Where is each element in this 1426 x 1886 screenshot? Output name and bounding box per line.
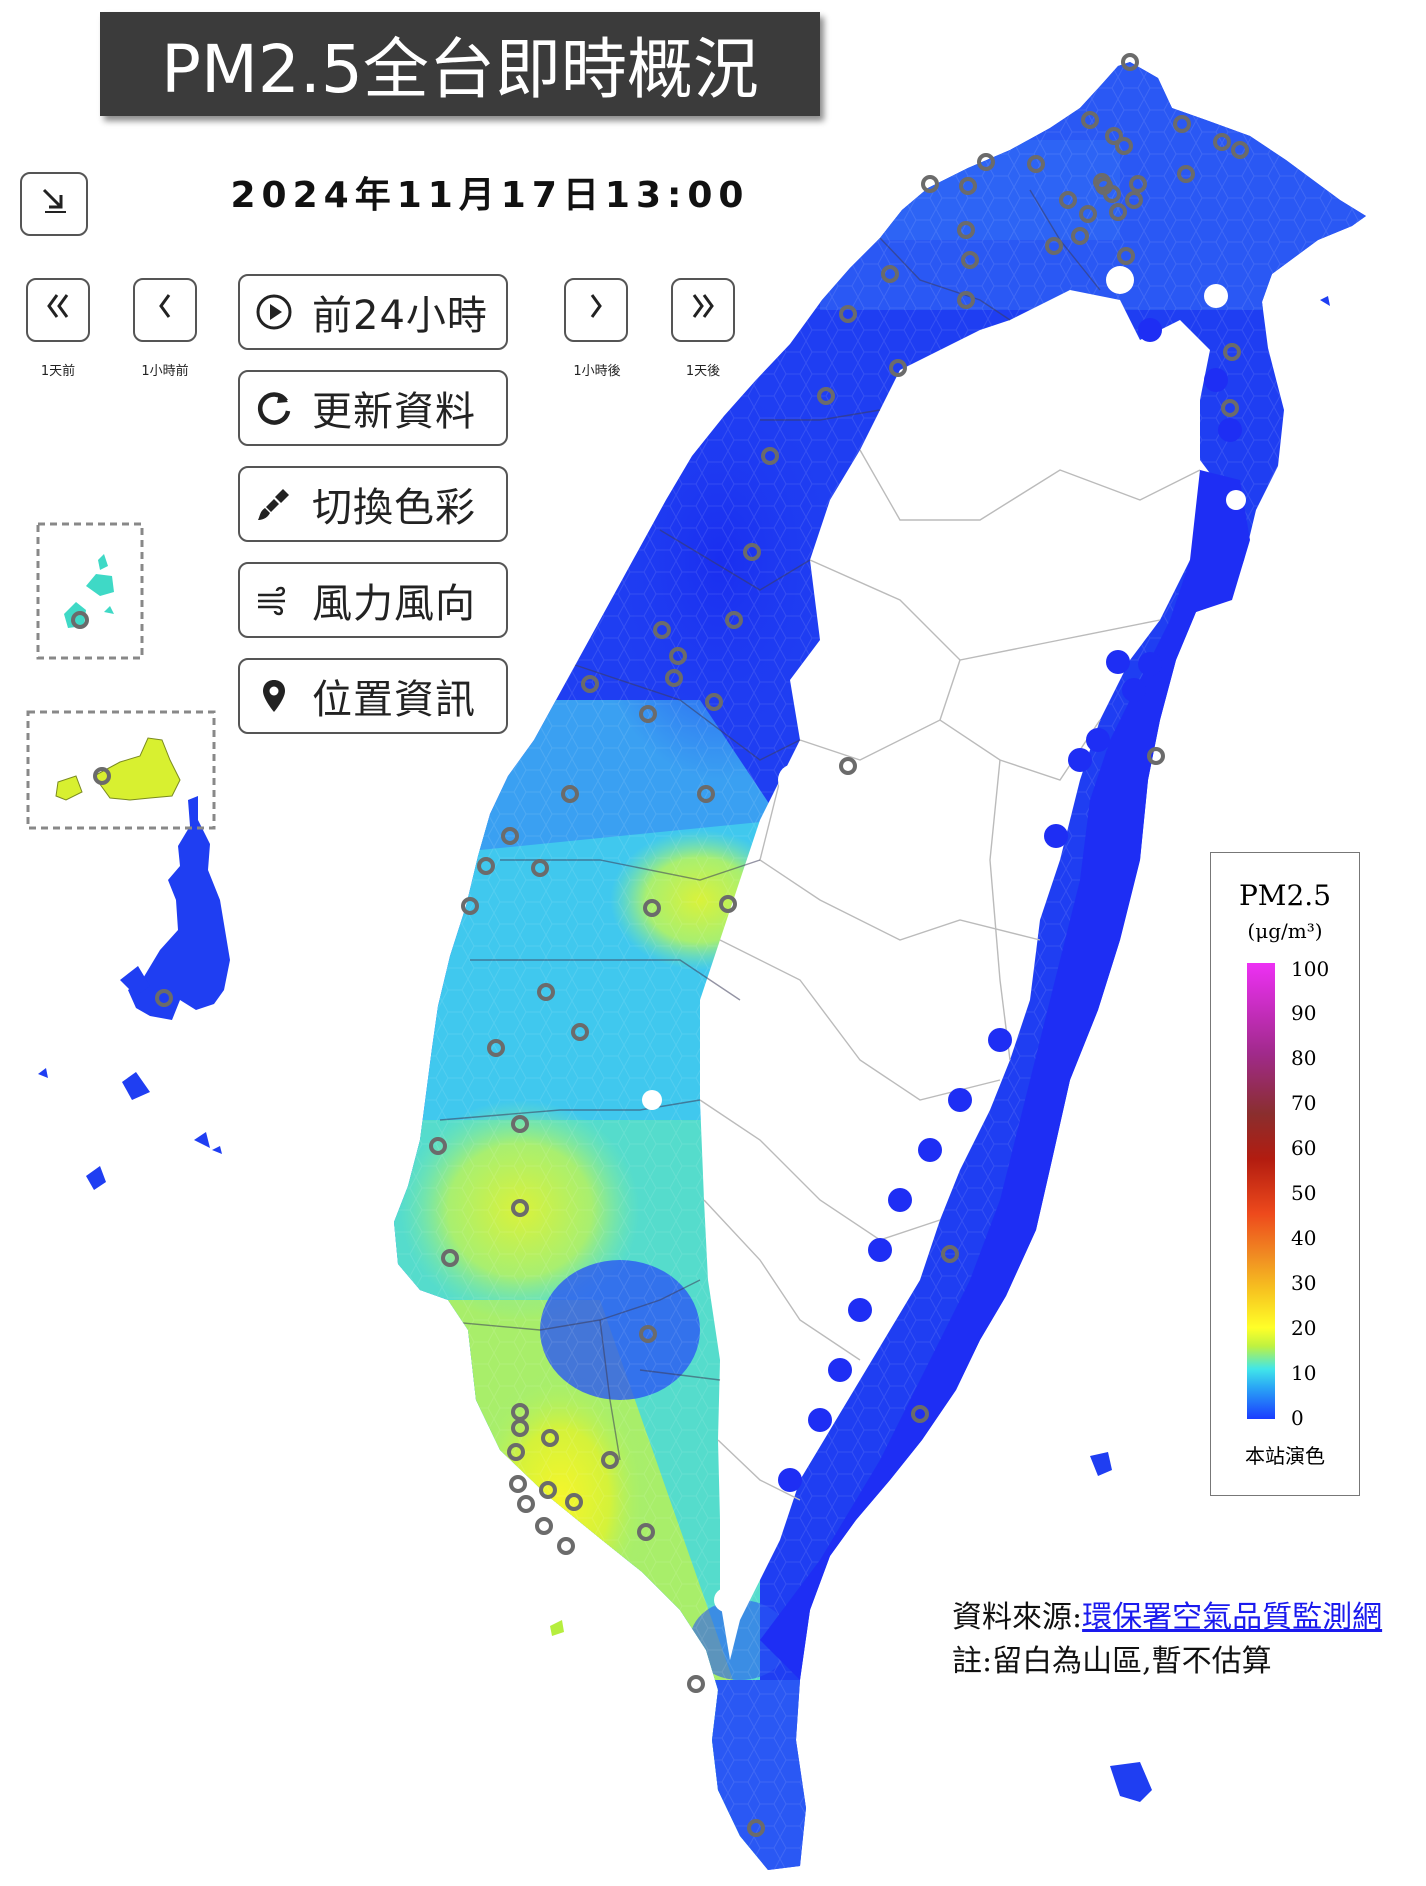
matsu-islands	[64, 554, 114, 628]
play-24h-label: 前24小時	[312, 293, 488, 339]
legend-title: PM2.5	[1238, 879, 1332, 912]
data-source-prefix: 資料來源:	[952, 1600, 1083, 1635]
legend-tick: 50	[1291, 1181, 1317, 1205]
refresh-label: 更新資料	[312, 389, 476, 435]
pm25-legend: PM2.5 (μg/m³) 100 90 80 70 60 50 40 30 2…	[1210, 852, 1360, 1496]
legend-tick: 10	[1291, 1361, 1317, 1385]
day-back-button[interactable]	[26, 278, 90, 342]
legend-footer: 本站演色	[1245, 1444, 1325, 1468]
play-circle-icon	[254, 292, 294, 332]
remark-line: 註:留白為山區,暫不估算	[952, 1644, 1272, 1679]
legend-color-bar	[1247, 963, 1275, 1419]
day-forward-button[interactable]	[671, 278, 735, 342]
page-title-text: PM2.5全台即時概況	[161, 31, 759, 108]
double-chevron-left-icon	[43, 290, 73, 330]
legend-tick: 100	[1291, 957, 1330, 981]
wind-button[interactable]: 風力風向	[238, 562, 508, 638]
turtle-island	[1320, 296, 1330, 306]
wind-label: 風力風向	[312, 581, 476, 627]
penghu-islands	[38, 796, 230, 1190]
lanyu-island	[1110, 1762, 1152, 1802]
location-label: 位置資訊	[312, 677, 476, 723]
hour-back-button[interactable]	[133, 278, 197, 342]
arrow-down-right-icon	[39, 184, 69, 224]
white-holes	[642, 266, 1246, 1612]
play-24h-button[interactable]: 前24小時	[238, 274, 508, 350]
paint-brush-icon	[254, 484, 294, 524]
hour-back-caption: 1小時前	[141, 364, 189, 379]
legend-tick: 0	[1291, 1406, 1304, 1430]
legend-tick: 20	[1291, 1316, 1317, 1340]
station-markers	[71, 53, 1249, 1837]
data-source-line: 資料來源:環保署空氣品質監測網	[952, 1592, 1382, 1636]
chevron-left-icon	[150, 290, 180, 330]
hour-forward-caption: 1小時後	[573, 364, 621, 379]
location-button[interactable]: 位置資訊	[238, 658, 508, 734]
double-chevron-right-icon	[688, 290, 718, 330]
east-hex-cells	[778, 318, 1242, 1492]
switch-color-label: 切換色彩	[312, 485, 476, 531]
timestamp: 2024年11月17日13:00	[230, 175, 750, 216]
legend-tick: 60	[1291, 1136, 1317, 1160]
legend-tick: 80	[1291, 1046, 1317, 1070]
east-coast-region	[760, 470, 1250, 1680]
wind-icon	[254, 580, 294, 620]
kinmen-islands	[55, 737, 181, 801]
kinmen-inset-frame	[26, 710, 216, 830]
data-source-link[interactable]: 環保署空氣品質監測網	[1082, 1600, 1383, 1635]
legend-unit: (μg/m³)	[1247, 919, 1323, 943]
page-title: PM2.5全台即時概況	[100, 12, 820, 116]
chevron-right-icon	[581, 290, 611, 330]
collapse-button[interactable]	[20, 172, 88, 236]
refresh-button[interactable]: 更新資料	[238, 370, 508, 446]
legend-tick: 40	[1291, 1226, 1317, 1250]
matsu-inset-frame	[36, 522, 144, 660]
day-forward-caption: 1天後	[685, 364, 721, 379]
legend-tick: 90	[1291, 1001, 1317, 1025]
switch-color-button[interactable]: 切換色彩	[238, 466, 508, 542]
xiaoliuqiu-island	[550, 1620, 564, 1636]
legend-tick: 70	[1291, 1091, 1317, 1115]
map-pin-icon	[254, 676, 294, 716]
green-island	[1090, 1452, 1112, 1476]
legend-tick: 30	[1291, 1271, 1317, 1295]
refresh-icon	[254, 388, 294, 428]
day-back-caption: 1天前	[40, 364, 76, 379]
hour-forward-button[interactable]	[564, 278, 628, 342]
